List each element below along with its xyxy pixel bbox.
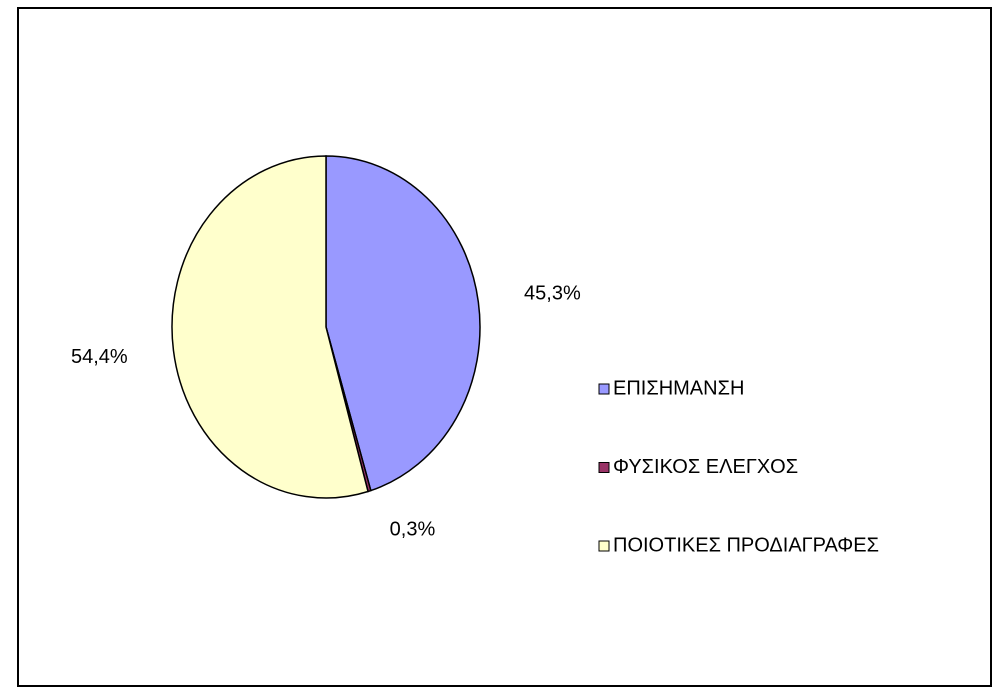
pie-slice <box>171 155 369 499</box>
data-label: 45,3% <box>524 283 581 305</box>
legend-label: ΕΠΙΣΗΜΑΝΣΗ <box>613 377 744 399</box>
legend-swatch <box>598 540 610 552</box>
data-label: 54,4% <box>71 346 128 368</box>
legend-swatch <box>598 462 610 473</box>
pie-slice <box>325 155 481 492</box>
chart-frame <box>17 7 992 687</box>
legend-label: ΠΟΙΟΤΙΚΕΣ ΠΡΟΔΙΑΓΡΑΦΕΣ <box>613 534 879 556</box>
legend-swatch <box>598 383 610 395</box>
legend-label: ΦΥΣΙΚΟΣ ΕΛΕΓΧΟΣ <box>613 456 798 478</box>
data-label: 0,3% <box>390 519 436 541</box>
